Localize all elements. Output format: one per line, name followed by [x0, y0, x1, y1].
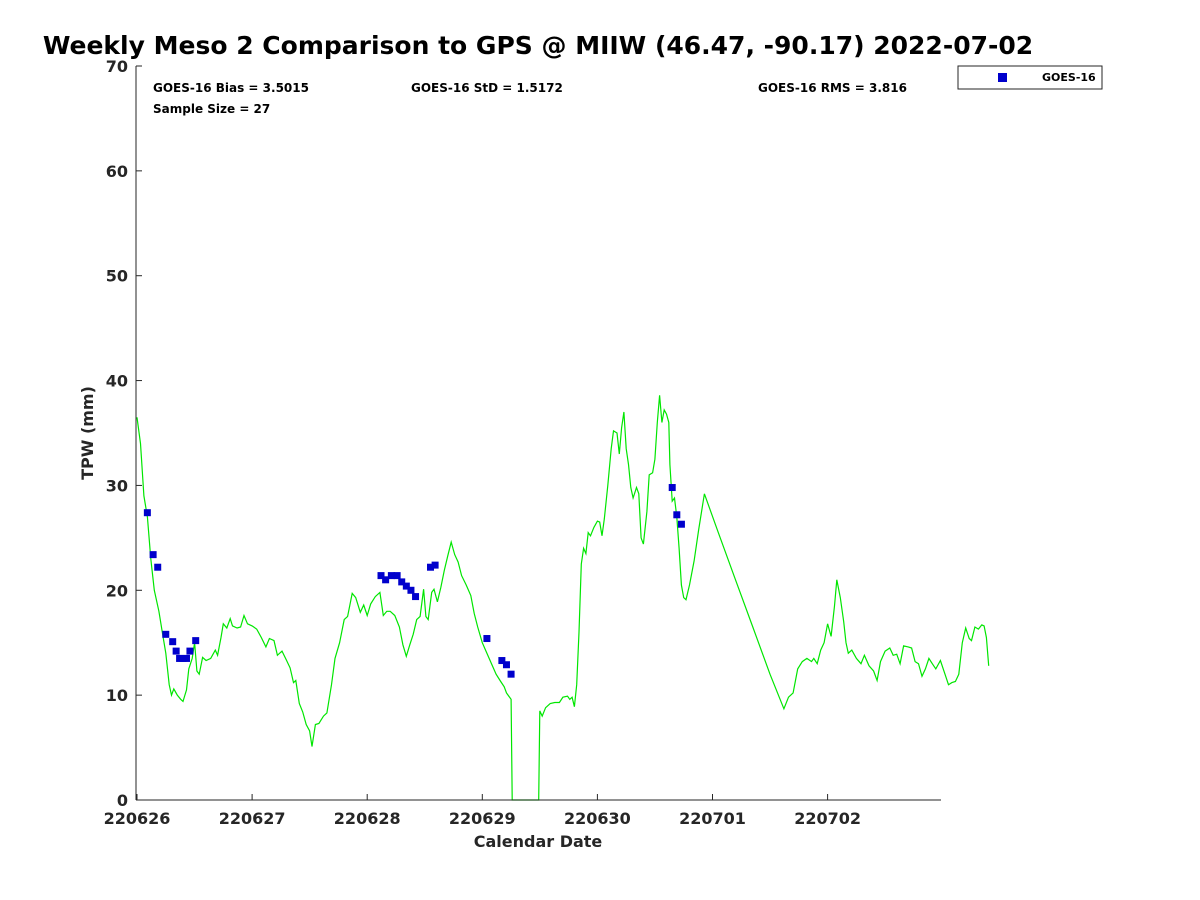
goes16-point: [393, 572, 401, 580]
x-tick-label: 220626: [104, 809, 171, 828]
legend-label-goes16: GOES-16: [1042, 71, 1096, 84]
goes16-point: [412, 593, 420, 601]
goes16-point: [483, 635, 491, 643]
y-tick-label: 10: [106, 686, 128, 705]
goes16-point: [382, 576, 390, 584]
goes16-point: [192, 637, 200, 645]
gps-tpw-line: [136, 395, 990, 801]
goes16-point: [154, 563, 162, 571]
legend-marker-goes16: [998, 73, 1007, 82]
goes16-point: [668, 484, 676, 492]
goes16-point: [182, 654, 190, 662]
legend: GOES-16: [957, 65, 1103, 90]
goes16-point: [398, 578, 406, 586]
x-ticks: 220626 220627 220628 220629 220630 220701 2207…: [104, 794, 861, 828]
y-tick-label: 70: [106, 57, 128, 76]
sample-size-stat: Sample Size = 27: [153, 102, 270, 116]
goes16-point: [498, 657, 506, 665]
goes16-point: [507, 670, 515, 678]
goes16-point: [427, 563, 435, 571]
std-stat: GOES-16 StD = 1.5172: [411, 81, 563, 95]
x-tick-label: 220627: [219, 809, 286, 828]
goes16-point: [677, 520, 685, 528]
plot-area: [135, 66, 990, 801]
y-axis-label: TPW (mm): [78, 386, 97, 480]
legend-box: [957, 65, 1103, 90]
goes16-point: [162, 630, 170, 638]
goes16-point: [431, 561, 439, 569]
chart-title: Weekly Meso 2 Comparison to GPS @ MIIW (…: [43, 31, 1033, 60]
plot-background: [136, 66, 941, 800]
goes16-point: [407, 586, 415, 594]
x-tick-label: 220701: [679, 809, 746, 828]
goes16-point: [172, 647, 180, 655]
goes16-point: [149, 551, 157, 559]
y-tick-label: 50: [106, 267, 128, 286]
goes16-point: [387, 572, 395, 580]
x-axis-label: Calendar Date: [474, 832, 603, 851]
gps-line-layer: [136, 395, 990, 801]
x-tick-label: 220702: [794, 809, 861, 828]
y-tick-label: 30: [106, 476, 128, 495]
rms-stat: GOES-16 RMS = 3.816: [758, 81, 907, 95]
goes16-point: [143, 509, 151, 517]
y-tick-label: 40: [106, 372, 128, 391]
goes-point-layer: [143, 484, 685, 678]
goes16-point: [502, 661, 510, 669]
goes16-point: [377, 572, 385, 580]
y-tick-label: 20: [106, 581, 128, 600]
y-tick-label: 0: [117, 791, 128, 810]
goes16-point: [186, 647, 194, 655]
goes16-point: [169, 638, 177, 646]
y-tick-label: 60: [106, 162, 128, 181]
goes16-point: [673, 511, 681, 519]
x-tick-label: 220628: [334, 809, 401, 828]
goes16-point: [402, 582, 410, 590]
x-tick-label: 220630: [564, 809, 631, 828]
bias-stat: GOES-16 Bias = 3.5015: [153, 81, 309, 95]
x-tick-label: 220629: [449, 809, 516, 828]
